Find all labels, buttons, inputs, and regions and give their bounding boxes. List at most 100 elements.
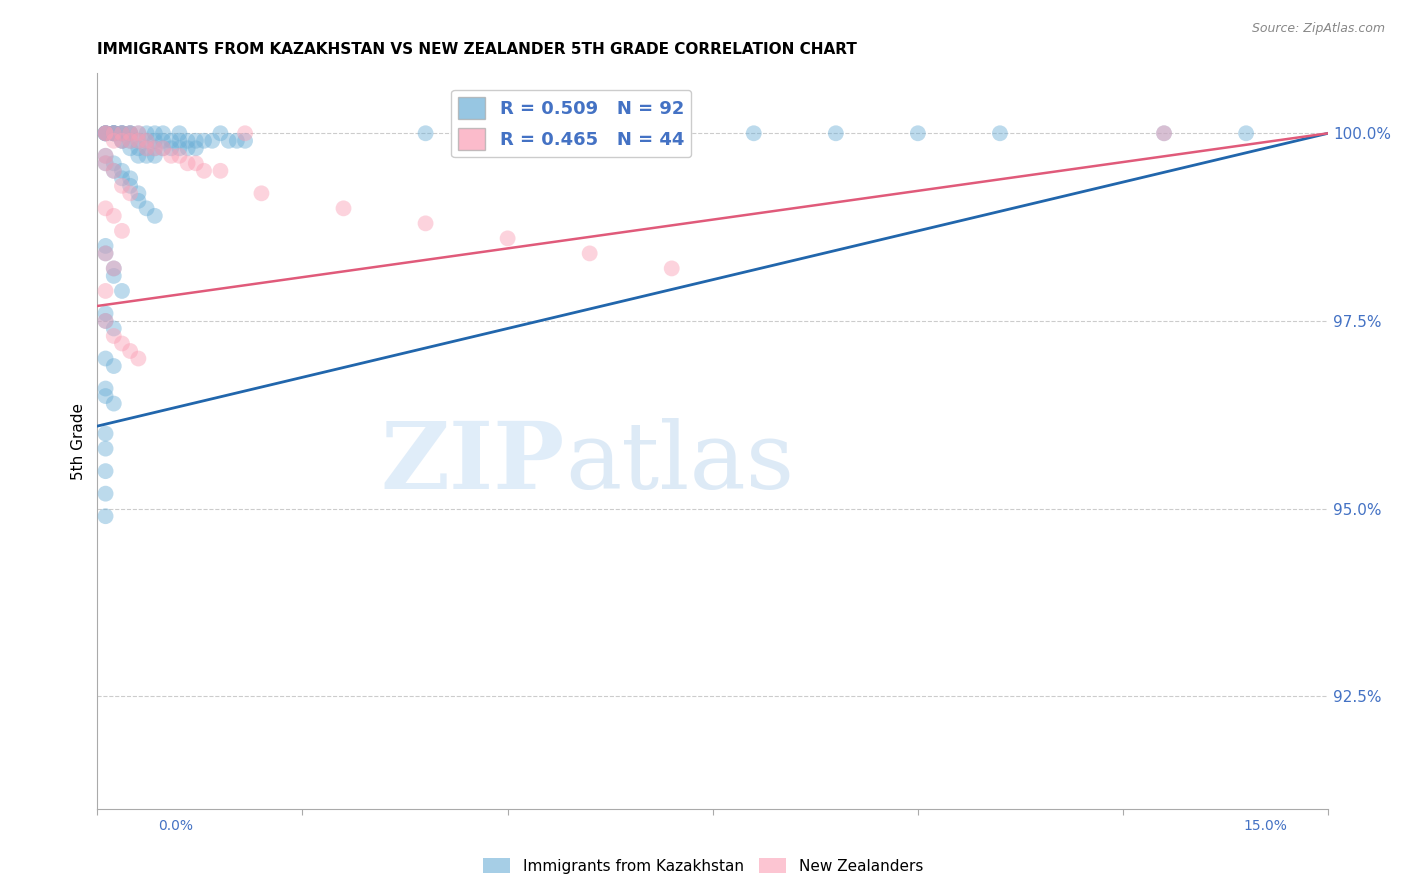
Point [94,314,117,328]
Point [111,126,134,140]
Point [135,149,157,163]
Point [94,389,117,403]
Point [120,134,142,148]
Point [135,134,157,148]
Point [127,186,149,201]
Point [94,284,117,298]
Point [94,464,117,478]
Y-axis label: 5th Grade: 5th Grade [72,402,86,480]
Point [193,163,215,178]
Point [160,141,183,155]
Point [103,126,125,140]
Point [169,126,191,140]
Point [103,126,125,140]
Point [103,126,125,140]
Point [578,126,600,140]
Point [94,351,117,366]
Point [127,126,149,140]
Point [742,126,765,140]
Point [94,126,117,140]
Point [103,396,125,410]
Point [111,126,134,140]
Point [120,141,142,155]
Point [143,209,166,223]
Point [94,126,117,140]
Point [103,209,125,223]
Point [127,134,149,148]
Point [94,426,117,441]
Point [127,141,149,155]
Point [94,126,117,140]
Point [135,134,157,148]
Point [152,126,174,140]
Point [120,126,142,140]
Point [111,134,134,148]
Point [94,149,117,163]
Point [127,134,149,148]
Point [135,126,157,140]
Point [120,344,142,359]
Point [111,163,134,178]
Point [103,126,125,140]
Point [415,216,437,230]
Point [111,171,134,186]
Point [143,126,166,140]
Point [94,382,117,396]
Point [233,126,256,140]
Point [988,126,1011,140]
Point [103,126,125,140]
Point [94,126,117,140]
Point [135,202,157,216]
Point [103,163,125,178]
Point [103,359,125,373]
Point [496,231,519,245]
Point [94,246,117,260]
Point [127,351,149,366]
Point [103,126,125,140]
Point [120,186,142,201]
Text: 15.0%: 15.0% [1243,819,1288,832]
Point [120,171,142,186]
Point [824,126,846,140]
Point [94,509,117,524]
Point [127,194,149,208]
Point [184,134,207,148]
Point [103,261,125,276]
Point [152,134,174,148]
Point [143,149,166,163]
Point [111,126,134,140]
Point [143,141,166,155]
Point [103,156,125,170]
Text: Source: ZipAtlas.com: Source: ZipAtlas.com [1251,22,1385,36]
Point [94,126,117,140]
Point [111,178,134,193]
Point [209,126,232,140]
Point [111,134,134,148]
Point [143,141,166,155]
Point [176,141,198,155]
Point [111,126,134,140]
Point [250,186,273,201]
Text: 0.0%: 0.0% [159,819,193,832]
Point [578,246,600,260]
Point [120,126,142,140]
Point [209,163,232,178]
Point [127,126,149,140]
Point [103,134,125,148]
Point [120,126,142,140]
Point [94,149,117,163]
Point [120,126,142,140]
Point [1153,126,1175,140]
Point [1153,126,1175,140]
Point [160,134,183,148]
Point [111,126,134,140]
Point [184,141,207,155]
Point [169,149,191,163]
Point [415,126,437,140]
Point [94,486,117,500]
Point [193,134,215,148]
Point [218,134,240,148]
Point [907,126,929,140]
Point [103,261,125,276]
Point [103,268,125,283]
